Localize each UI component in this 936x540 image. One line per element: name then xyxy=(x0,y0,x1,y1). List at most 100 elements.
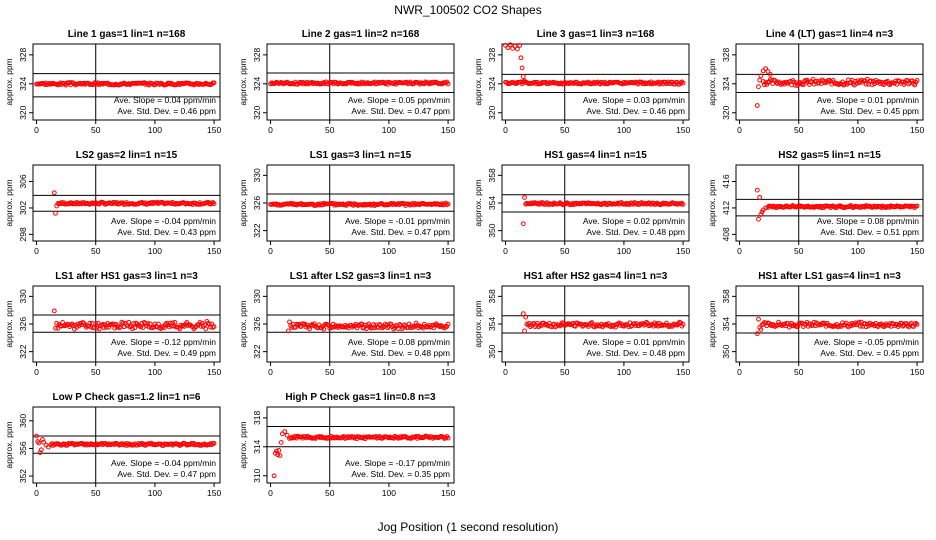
slope-annotation: Ave. Slope = 0.04 ppm/min xyxy=(114,95,216,105)
data-points xyxy=(271,429,451,479)
data-point xyxy=(444,324,450,329)
data-point xyxy=(836,82,842,88)
plot-frame xyxy=(501,43,690,121)
data-point xyxy=(856,319,862,325)
slope-annotation: Ave. Slope = 0.02 ppm/min xyxy=(583,216,685,226)
y-tick-label: 412 xyxy=(721,201,731,215)
std-annotation: Ave. Std. Dev. = 0.51 ppm xyxy=(820,227,919,237)
y-tick-label: 354 xyxy=(487,196,497,210)
figure-title: NWR_100502 CO2 Shapes xyxy=(394,3,541,17)
x-tick-label: 100 xyxy=(617,125,631,135)
data-point xyxy=(279,431,285,437)
data-point xyxy=(210,200,216,205)
data-point xyxy=(754,103,760,108)
y-tick-label: 358 xyxy=(721,289,731,303)
data-point xyxy=(522,328,527,334)
y-axis-label: approx. ppm xyxy=(473,58,483,105)
y-tick-label: 322 xyxy=(18,344,28,358)
y-tick-label: 318 xyxy=(252,410,262,424)
y-tick-label: 302 xyxy=(18,201,28,215)
data-point xyxy=(524,321,530,327)
slope-annotation: Ave. Slope = 0.01 ppm/min xyxy=(817,95,919,105)
panel-6: LS1 gas=3 lin=1 n=15 0 50 100 150 322 326 330 ap… xyxy=(238,150,455,256)
x-tick-label: 50 xyxy=(325,246,335,256)
x-tick-label: 150 xyxy=(207,488,221,498)
data-point xyxy=(354,325,360,331)
std-annotation: Ave. Std. Dev. = 0.45 ppm xyxy=(820,348,919,358)
data-point xyxy=(756,84,761,90)
y-axis-label: approx. ppm xyxy=(4,179,14,226)
data-point xyxy=(911,324,916,329)
data-point xyxy=(881,82,887,87)
data-point xyxy=(140,325,146,330)
data-point xyxy=(816,322,822,328)
y-axis-label: approx. ppm xyxy=(238,421,248,468)
y-tick-label: 324 xyxy=(18,76,28,90)
data-point xyxy=(652,320,658,326)
y-tick-label: 322 xyxy=(252,223,262,237)
x-tick-label: 150 xyxy=(441,246,455,256)
x-tick-label: 150 xyxy=(207,367,221,377)
data-point xyxy=(680,80,686,86)
panel-8: HS2 gas=5 lin=1 n=15 0 50 100 150 408 412 416 ap… xyxy=(707,150,924,256)
data-point xyxy=(754,187,760,193)
data-points xyxy=(520,195,686,227)
y-tick-label: 330 xyxy=(252,289,262,303)
data-point xyxy=(679,79,685,85)
y-tick-label: 310 xyxy=(252,468,262,482)
data-point xyxy=(411,324,417,330)
std-annotation: Ave. Std. Dev. = 0.48 ppm xyxy=(351,348,450,358)
data-point xyxy=(616,320,622,326)
data-point xyxy=(327,325,333,331)
data-point xyxy=(765,69,771,74)
data-point xyxy=(51,190,57,196)
data-point xyxy=(160,324,166,329)
y-tick-label: 320 xyxy=(252,105,262,119)
data-point xyxy=(758,327,764,332)
plot-frame xyxy=(266,43,455,121)
y-tick-label: 350 xyxy=(487,344,497,358)
panel-title: LS1 after HS1 gas=3 lin=1 n=3 xyxy=(55,271,198,282)
data-point xyxy=(126,319,132,325)
data-point xyxy=(284,432,290,438)
x-tick-label: 50 xyxy=(794,246,804,256)
panel-11: HS1 after HS2 gas=4 lin=1 n=3 0 50 100 150 35… xyxy=(473,271,690,377)
x-tick-label: 50 xyxy=(560,125,570,135)
data-points xyxy=(268,200,451,208)
data-point xyxy=(913,320,919,326)
y-tick-label: 298 xyxy=(18,227,28,241)
x-tick-label: 0 xyxy=(34,125,39,135)
x-tick-label: 150 xyxy=(207,246,221,256)
data-point xyxy=(211,440,217,446)
data-point xyxy=(54,320,60,326)
x-tick-label: 50 xyxy=(325,125,335,135)
data-point xyxy=(664,320,669,326)
data-points xyxy=(520,311,686,334)
data-point xyxy=(680,202,686,207)
data-point xyxy=(822,80,828,86)
panel-2: Line 2 gas=1 lin=2 n=168 0 50 100 150 320 324 3… xyxy=(238,29,455,135)
data-point xyxy=(842,81,848,87)
data-point xyxy=(211,80,217,86)
x-tick-label: 100 xyxy=(382,367,396,377)
data-point xyxy=(756,216,761,222)
data-point xyxy=(518,55,524,61)
x-tick-label: 0 xyxy=(503,125,508,135)
x-tick-label: 100 xyxy=(382,246,396,256)
data-point xyxy=(763,66,768,72)
data-point xyxy=(102,322,108,328)
y-axis-label: approx. ppm xyxy=(707,179,717,226)
data-point xyxy=(523,314,529,320)
data-point xyxy=(854,81,860,86)
data-point xyxy=(93,321,99,327)
data-point xyxy=(905,323,911,329)
slope-annotation: Ave. Slope = -0.04 ppm/min xyxy=(111,458,216,468)
panel-title: HS1 gas=4 lin=1 n=15 xyxy=(544,150,647,161)
data-points xyxy=(34,80,217,88)
panel-title: Low P Check gas=1.2 lin=1 n=6 xyxy=(53,392,201,403)
x-tick-label: 50 xyxy=(794,367,804,377)
plot-frame xyxy=(735,43,924,121)
x-tick-label: 0 xyxy=(268,246,273,256)
y-tick-label: 330 xyxy=(18,289,28,303)
data-point xyxy=(275,452,281,458)
